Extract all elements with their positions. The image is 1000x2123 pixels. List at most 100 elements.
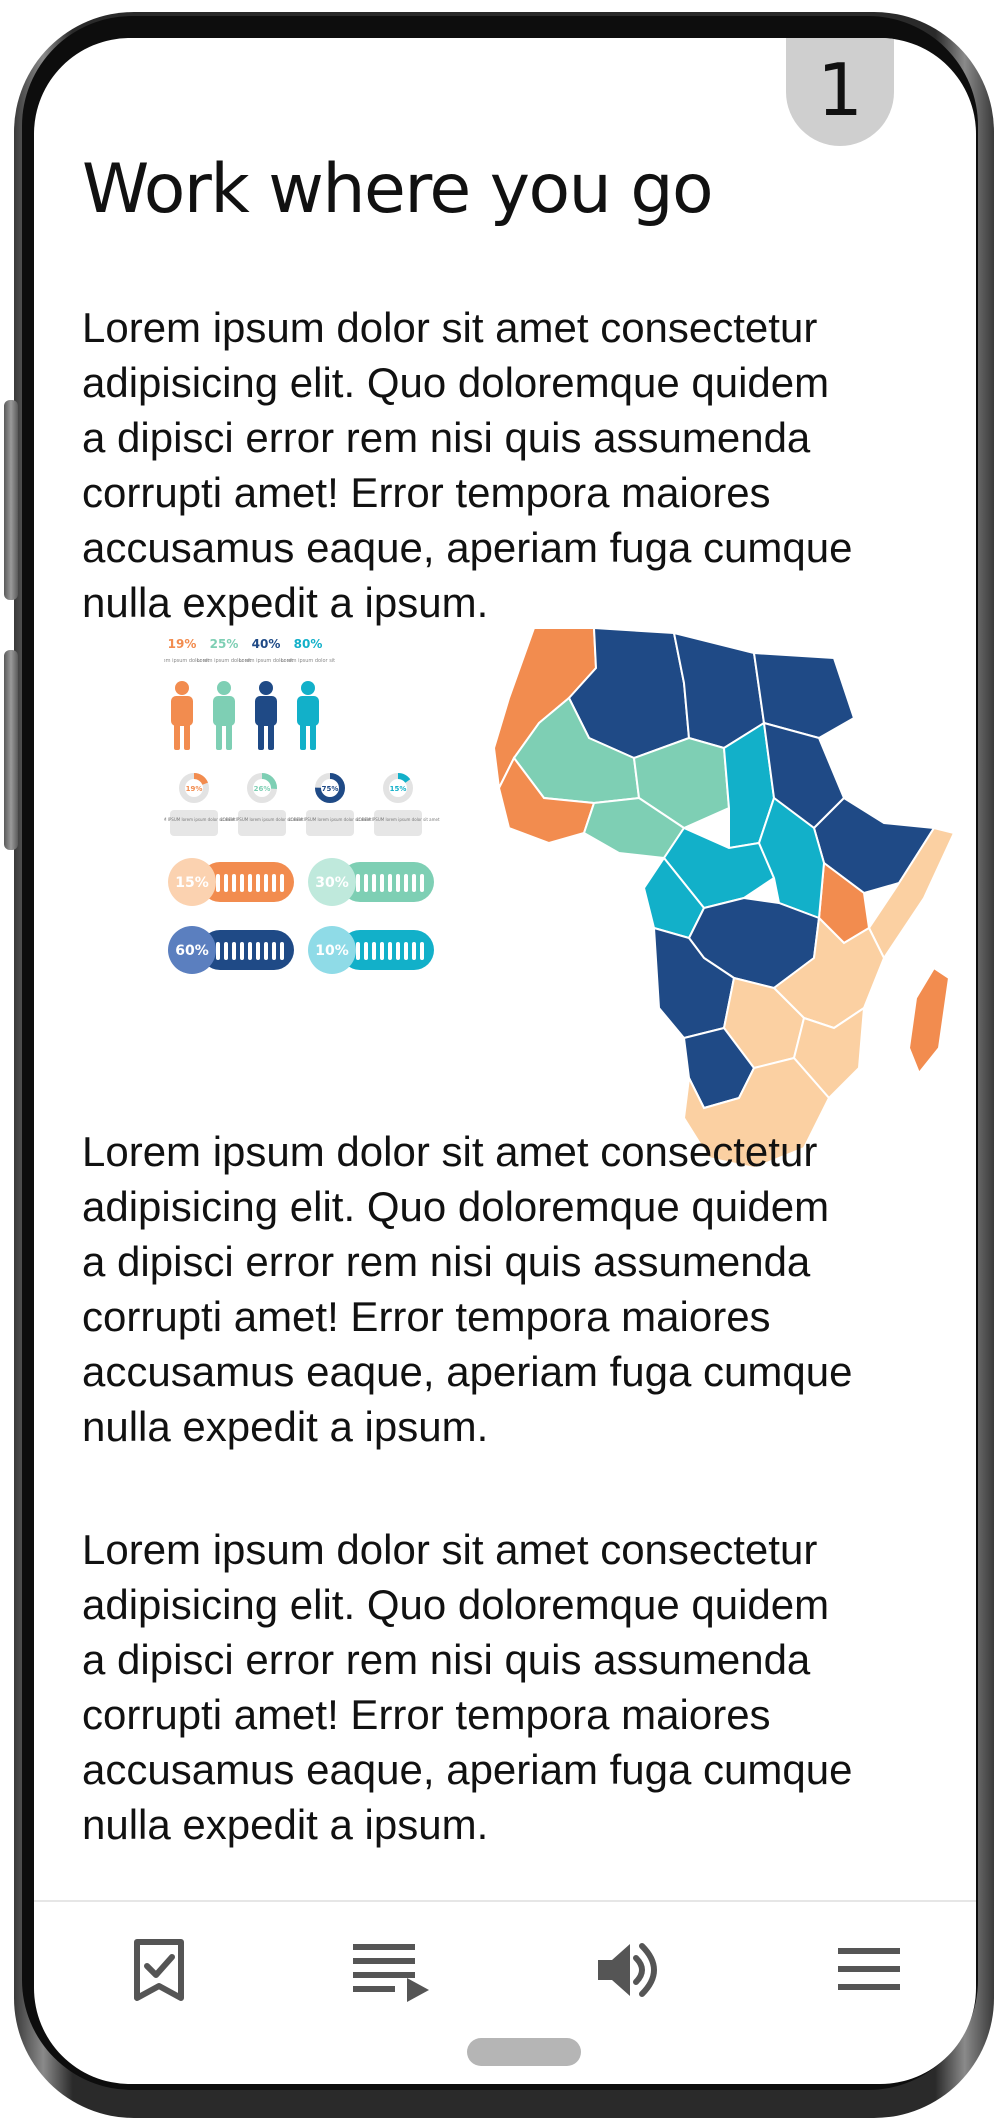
pill-figure bbox=[364, 942, 368, 960]
donut-percent-label: 19% bbox=[186, 785, 203, 793]
pill-figure bbox=[420, 942, 424, 960]
volume-button[interactable] bbox=[584, 1930, 674, 2010]
pill-bar bbox=[200, 930, 294, 970]
phone-volume-button bbox=[4, 400, 18, 600]
pill-figure bbox=[356, 874, 360, 892]
person-head bbox=[301, 681, 315, 695]
people-caption: Lorem ipsum dolor sit bbox=[197, 658, 251, 664]
person-leg bbox=[226, 720, 232, 750]
pill-figure bbox=[216, 942, 220, 960]
pill-figure bbox=[240, 874, 244, 892]
people-caption: Lorem ipsum dolor sit bbox=[164, 658, 209, 664]
donut-caption: LOREM IPSUM lorem ipsum dolor sit amet bbox=[288, 817, 372, 822]
pill-figure bbox=[272, 942, 276, 960]
person-leg bbox=[300, 720, 306, 750]
pill-figure bbox=[388, 942, 392, 960]
person-leg bbox=[174, 720, 180, 750]
paragraph-3: Lorem ipsum dolor sit amet consectetur a… bbox=[82, 1526, 853, 1848]
people-caption: Lorem ipsum dolor sit bbox=[239, 658, 293, 664]
person-body bbox=[255, 696, 277, 726]
playlist-play-icon bbox=[353, 1944, 429, 2002]
person-body bbox=[297, 696, 319, 726]
donut-caption-box bbox=[170, 810, 218, 836]
africa-infographic: 19% Lorem ipsum dolor sit 25% Lorem ipsum d… bbox=[164, 628, 956, 1168]
pill-figure bbox=[256, 942, 260, 960]
donut-percent-label: 15% bbox=[390, 785, 407, 793]
pill-percent-label: 60% bbox=[175, 943, 209, 959]
pill-figure bbox=[264, 874, 268, 892]
pill-circle bbox=[168, 926, 216, 974]
donut-percent-label: 26% bbox=[254, 785, 271, 793]
person-leg bbox=[216, 720, 222, 750]
pill-percent-rows: 15% 30% 60% 10% bbox=[168, 858, 434, 974]
people-percent-label: 25% bbox=[210, 637, 239, 651]
phone-power-button bbox=[4, 650, 18, 850]
map-region-madagascar bbox=[907, 966, 951, 1075]
pill-figure bbox=[412, 874, 416, 892]
pill-figure bbox=[248, 942, 252, 960]
pill-figure bbox=[388, 874, 392, 892]
donut-caption-box bbox=[306, 810, 354, 836]
people-percent-label: 80% bbox=[294, 637, 323, 651]
pill-figure bbox=[248, 874, 252, 892]
pill-figure bbox=[224, 942, 228, 960]
page-number-badge: 1 bbox=[786, 38, 894, 146]
donut-arc bbox=[179, 773, 209, 803]
pill-percent-label: 10% bbox=[315, 943, 349, 959]
pill-figure bbox=[372, 874, 376, 892]
donut-caption: LOREM IPSUM lorem ipsum dolor sit amet bbox=[220, 817, 304, 822]
map-region-central-2 bbox=[757, 796, 826, 920]
donut-caption-box bbox=[374, 810, 422, 836]
pill-figure bbox=[412, 942, 416, 960]
pill-figure bbox=[364, 874, 368, 892]
home-indicator[interactable] bbox=[467, 2038, 581, 2066]
volume-icon bbox=[598, 1943, 657, 1997]
pill-figure bbox=[280, 874, 284, 892]
pill-figure bbox=[396, 942, 400, 960]
person-body bbox=[213, 696, 235, 726]
people-caption: Lorem ipsum dolor sit bbox=[281, 658, 335, 664]
pill-figure bbox=[372, 942, 376, 960]
donut-caption: LOREM IPSUM lorem ipsum dolor sit amet bbox=[356, 817, 440, 822]
pill-figure bbox=[356, 942, 360, 960]
donut-percent-row: 19% LOREM IPSUM lorem ipsum dolor sit ame… bbox=[164, 773, 440, 836]
bookmark-check-icon bbox=[134, 1939, 184, 2001]
donut-caption-box bbox=[238, 810, 286, 836]
donut-arc bbox=[383, 773, 413, 803]
pill-figure bbox=[280, 942, 284, 960]
pill-percent-label: 15% bbox=[175, 875, 209, 891]
people-percent-row: 19% Lorem ipsum dolor sit 25% Lorem ipsum d… bbox=[164, 637, 335, 750]
person-leg bbox=[268, 720, 274, 750]
bottom-nav-divider bbox=[34, 1900, 976, 1902]
pill-circle bbox=[308, 926, 356, 974]
screen: 1 Work where you go Lorem ipsum dolor si… bbox=[34, 38, 976, 2084]
pill-circle bbox=[308, 858, 356, 906]
pill-figure bbox=[380, 874, 384, 892]
paragraph-2: Lorem ipsum dolor sit amet consectetur a… bbox=[82, 1128, 853, 1450]
bottom-nav-bar bbox=[34, 1910, 976, 2020]
donut-arc bbox=[247, 773, 277, 803]
person-head bbox=[259, 681, 273, 695]
donut-caption: LOREM IPSUM lorem ipsum dolor sit amet bbox=[164, 817, 236, 822]
bookmark-button[interactable] bbox=[114, 1930, 204, 2010]
pill-figure bbox=[232, 942, 236, 960]
menu-button[interactable] bbox=[824, 1930, 914, 2010]
person-leg bbox=[258, 720, 264, 750]
menu-icon bbox=[838, 1948, 900, 1990]
pill-figure bbox=[232, 874, 236, 892]
person-leg bbox=[310, 720, 316, 750]
pill-bar bbox=[200, 862, 294, 902]
pill-figure bbox=[240, 942, 244, 960]
playlist-button[interactable] bbox=[346, 1930, 436, 2010]
person-leg bbox=[184, 720, 190, 750]
donut-percent-label: 75% bbox=[322, 785, 339, 793]
pill-figure bbox=[396, 874, 400, 892]
pill-bar bbox=[340, 930, 434, 970]
page-title: Work where you go bbox=[82, 150, 714, 229]
pill-bar bbox=[340, 862, 434, 902]
person-body bbox=[171, 696, 193, 726]
pill-figure bbox=[264, 942, 268, 960]
person-head bbox=[217, 681, 231, 695]
pill-figure bbox=[224, 874, 228, 892]
person-head bbox=[175, 681, 189, 695]
